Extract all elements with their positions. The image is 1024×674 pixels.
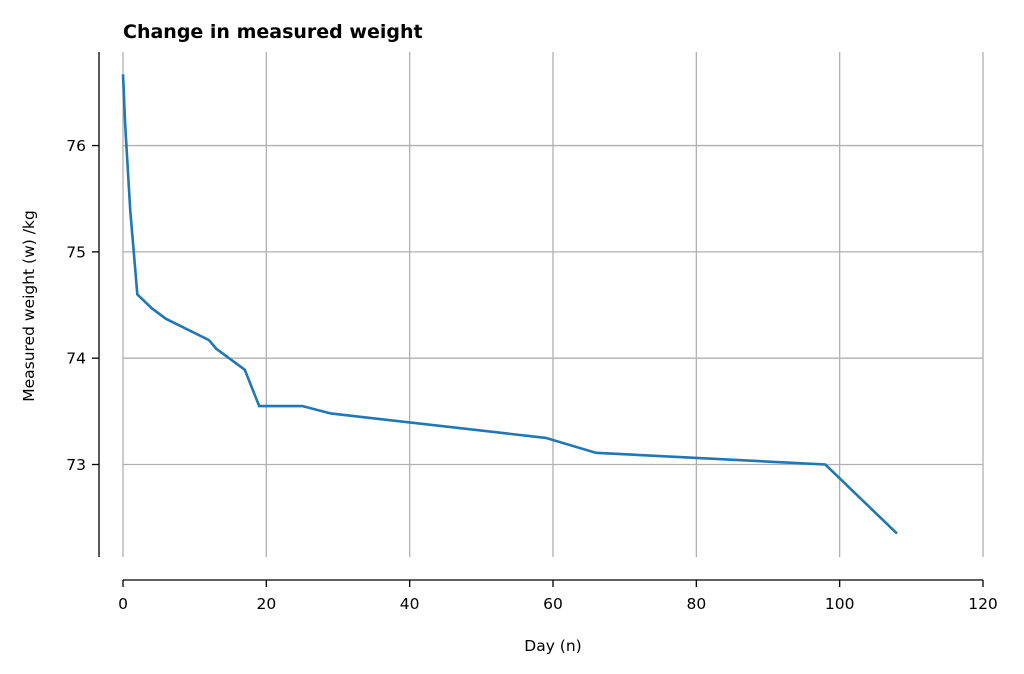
x-tick-label: 40 [400, 595, 420, 613]
x-tick-label: 0 [118, 595, 128, 613]
x-tick-label: 80 [686, 595, 706, 613]
series-line [121, 74, 898, 535]
y-tick-label: 74 [66, 350, 86, 368]
x-tick-label: 20 [256, 595, 276, 613]
y-tick-label: 76 [66, 137, 86, 155]
x-tick-label: 100 [825, 595, 855, 613]
y-axis-label: Measured weight (w) /kg [20, 210, 38, 402]
y-tick-label: 75 [66, 243, 86, 261]
chart-title: Change in measured weight [123, 21, 423, 43]
y-tick-label: 73 [66, 456, 86, 474]
x-tick-label: 120 [968, 595, 998, 613]
x-tick-label: 60 [543, 595, 563, 613]
x-axis-label: Day (n) [524, 637, 581, 655]
